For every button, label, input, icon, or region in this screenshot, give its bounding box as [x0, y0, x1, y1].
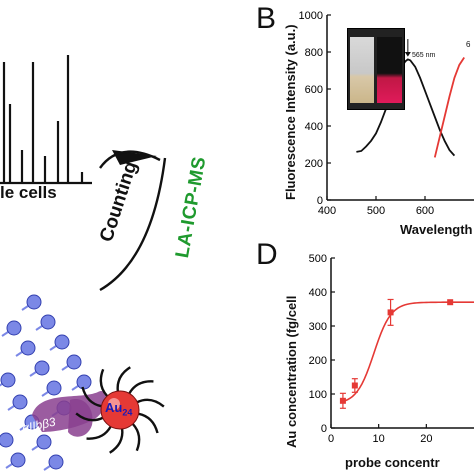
peak-annotation-565: 565 nm	[412, 52, 436, 59]
series-line	[356, 58, 456, 157]
arrowhead-icon	[112, 150, 157, 165]
vial-uv	[377, 37, 402, 103]
data-point	[447, 299, 454, 306]
lipid-head	[40, 314, 56, 330]
lipid-head	[54, 334, 70, 350]
lipid-head	[34, 360, 50, 376]
lipid-head	[26, 294, 42, 310]
x-tick-label: 0	[328, 433, 334, 445]
panel-d-ylabel: Au concentration (fg/cell	[284, 295, 299, 448]
counting-arrow-curve	[99, 157, 167, 292]
ligand-chain	[116, 366, 131, 392]
data-point	[339, 397, 346, 404]
lipid-head	[12, 394, 28, 410]
lipid-head	[36, 434, 52, 450]
y-tick-label: 200	[309, 355, 327, 367]
panel-d-letter: D	[256, 238, 278, 271]
ligand-chain	[81, 386, 102, 408]
x-tick-label: 20	[420, 433, 432, 445]
lipid-head	[0, 432, 14, 448]
y-tick-label: 100	[309, 389, 327, 401]
panel-d-xlabel: probe concentr	[345, 455, 440, 470]
single-cell-spectrum	[2, 55, 84, 182]
y-tick-label: 800	[305, 47, 323, 59]
y-tick-label: 0	[317, 195, 323, 207]
lipid-head	[20, 340, 36, 356]
y-tick-label: 500	[309, 253, 327, 265]
au-subscript: 24	[122, 407, 133, 418]
x-tick-label: 400	[318, 205, 336, 217]
au-text: Au	[105, 400, 123, 415]
cell-membrane	[0, 294, 92, 471]
panel-b-xlabel: Wavelength	[400, 222, 473, 237]
peak-annotation-red: 6	[466, 40, 471, 49]
ligand-chain	[138, 412, 159, 434]
arrow-tail	[99, 150, 161, 169]
panel-d-chart: 0 100 200 300 400 500 0 10 20	[309, 253, 474, 445]
x-tick-label: 10	[373, 433, 385, 445]
panel-b-letter: B	[256, 2, 277, 35]
au24-probe	[75, 366, 165, 454]
lipid-head	[66, 354, 82, 370]
ligand-chain	[99, 368, 109, 397]
y-tick-label: 200	[305, 158, 323, 170]
y-tick-label: 300	[309, 321, 327, 333]
ligand-chain	[109, 428, 124, 454]
panel-b-ylabel: Fluorescence Intensity (a.u.)	[283, 24, 298, 200]
vial-photo-inset	[347, 28, 405, 110]
x-tick-label: 600	[416, 205, 434, 217]
y-tick-label: 400	[305, 121, 323, 133]
fit-curve	[340, 301, 474, 403]
vial-daylight	[350, 37, 374, 103]
lipid-head	[6, 320, 22, 336]
x-tick-label: 500	[367, 205, 385, 217]
ligand-chain	[131, 423, 141, 452]
single-cells-label: le cells	[0, 183, 57, 202]
lipid-head	[0, 372, 16, 388]
au-label: Au24	[105, 400, 132, 418]
lipid-head	[76, 374, 92, 390]
integrin-receptor-lobe	[68, 399, 93, 437]
ligand-chain	[128, 380, 154, 395]
ligand-chain	[136, 398, 165, 408]
y-tick-label: 1000	[299, 10, 323, 22]
y-tick-label: 0	[321, 423, 327, 435]
peak-arrowhead-icon	[404, 52, 411, 57]
ligand-chain	[86, 425, 112, 440]
series-line	[433, 57, 465, 158]
y-tick-label: 600	[305, 84, 323, 96]
ligand-chain	[75, 412, 104, 422]
lipid-head	[46, 380, 62, 396]
data-point	[387, 309, 394, 316]
lipid-head	[10, 452, 26, 468]
lipid-head	[48, 454, 64, 470]
core-highlight	[108, 398, 120, 410]
data-point	[351, 382, 358, 389]
y-tick-label: 400	[309, 287, 327, 299]
panel-b-chart: 0 200 400 600 800 1000 400 500 600	[299, 10, 474, 217]
